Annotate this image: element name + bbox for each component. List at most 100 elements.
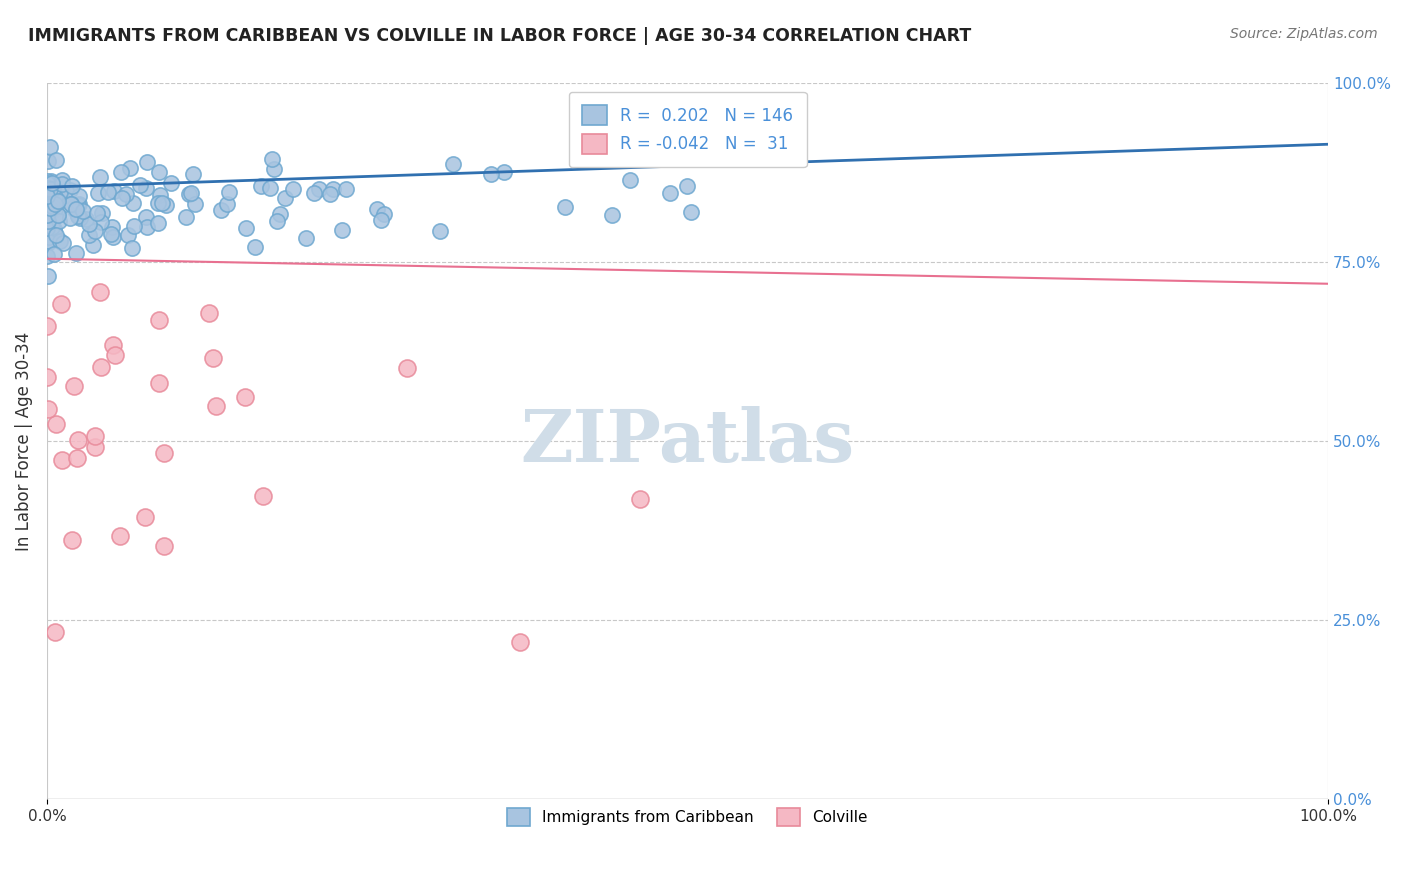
Point [266,214,288,228]
Point [243,240,266,254]
Point [35,370,58,384]
Point [37,249,59,263]
Point [35,189,58,203]
Point [148,312,170,326]
Point [373,207,395,221]
Point [41,182,63,196]
Point [41,198,63,212]
Point [202,351,225,365]
Point [124,219,146,233]
Point [181,167,204,181]
Point [49,185,72,199]
Point [274,191,297,205]
Point [101,219,124,234]
Point [429,224,451,238]
Point [59,211,82,225]
Point [149,188,172,202]
Point [235,221,257,235]
Point [600,208,623,222]
Point [60,179,83,194]
Point [91,206,114,220]
Point [46,195,69,210]
Point [39,203,62,218]
Point [250,178,273,193]
Point [66,197,89,211]
Point [86,206,108,220]
Point [59,197,82,211]
Point [65,246,87,260]
Point [83,440,105,454]
Point [39,174,62,188]
Point [51,452,73,467]
Point [37,153,59,168]
Point [37,185,59,199]
Point [35,221,58,235]
Point [395,361,418,376]
Point [370,213,392,227]
Point [37,213,59,227]
Point [509,635,531,649]
Y-axis label: In Labor Force | Age 30-34: In Labor Force | Age 30-34 [15,332,32,550]
Point [66,450,89,465]
Point [35,211,58,226]
Point [108,528,131,542]
Point [63,378,86,392]
Point [41,176,63,190]
Point [117,227,139,242]
Point [120,161,142,175]
Legend: Immigrants from Caribbean, Colville: Immigrants from Caribbean, Colville [499,800,876,834]
Point [148,376,170,391]
Point [479,167,502,181]
Point [41,220,63,235]
Point [554,200,576,214]
Point [198,306,221,320]
Point [37,402,59,417]
Point [494,165,516,179]
Point [53,188,76,202]
Point [37,206,59,220]
Point [37,217,59,231]
Point [89,169,111,184]
Point [104,348,127,362]
Point [103,338,125,352]
Text: Source: ZipAtlas.com: Source: ZipAtlas.com [1230,27,1378,41]
Point [135,220,157,235]
Point [42,221,65,235]
Point [89,285,111,299]
Point [121,196,143,211]
Point [46,194,69,208]
Point [588,142,610,156]
Point [35,318,58,333]
Point [263,161,285,176]
Point [335,182,357,196]
Point [41,220,63,235]
Point [37,174,59,188]
Point [38,139,60,153]
Point [121,241,143,255]
Point [35,208,58,222]
Point [177,186,200,201]
Point [60,533,83,547]
Point [67,210,90,224]
Point [77,227,100,242]
Point [150,195,173,210]
Point [37,268,59,283]
Point [135,211,157,225]
Point [294,231,316,245]
Point [134,510,156,524]
Point [38,230,60,244]
Point [75,212,97,227]
Point [63,202,86,217]
Point [330,223,353,237]
Point [148,196,170,211]
Point [215,197,238,211]
Point [46,208,69,222]
Point [72,203,94,218]
Point [304,186,326,200]
Point [67,197,90,211]
Point [45,153,67,168]
Point [90,215,112,229]
Point [60,197,83,211]
Point [35,176,58,190]
Point [319,187,342,202]
